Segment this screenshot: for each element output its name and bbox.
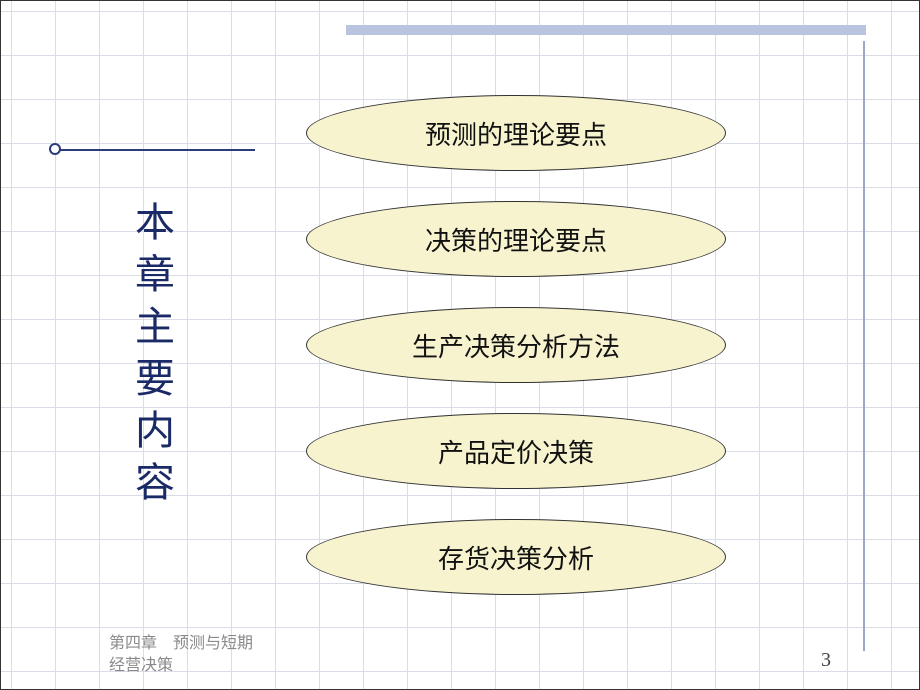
title-connector-dot-icon	[49, 143, 61, 155]
page-number: 3	[821, 649, 831, 672]
title-connector-line	[55, 149, 255, 151]
topic-label: 决策的理论要点	[425, 221, 607, 258]
topic-label: 产品定价决策	[438, 433, 594, 470]
topic-label: 存货决策分析	[438, 539, 594, 576]
topic-node: 产品定价决策	[306, 413, 726, 489]
topic-node: 存货决策分析	[306, 519, 726, 595]
footer-chapter: 第四章 预测与短期 经营决策	[109, 633, 253, 678]
section-title: 本章主要内容	[131, 201, 171, 513]
topic-label: 生产决策分析方法	[412, 327, 620, 364]
slide: 本章主要内容 预测的理论要点决策的理论要点生产决策分析方法产品定价决策存货决策分…	[0, 0, 920, 690]
topic-node: 决策的理论要点	[306, 201, 726, 277]
topic-node: 预测的理论要点	[306, 95, 726, 171]
topic-label: 预测的理论要点	[425, 115, 607, 152]
top-accent-bar	[346, 25, 866, 35]
topic-node: 生产决策分析方法	[306, 307, 726, 383]
right-accent-line	[863, 41, 865, 651]
footer-line-2: 经营决策	[109, 657, 173, 674]
footer-line-1: 第四章 预测与短期	[109, 635, 253, 652]
